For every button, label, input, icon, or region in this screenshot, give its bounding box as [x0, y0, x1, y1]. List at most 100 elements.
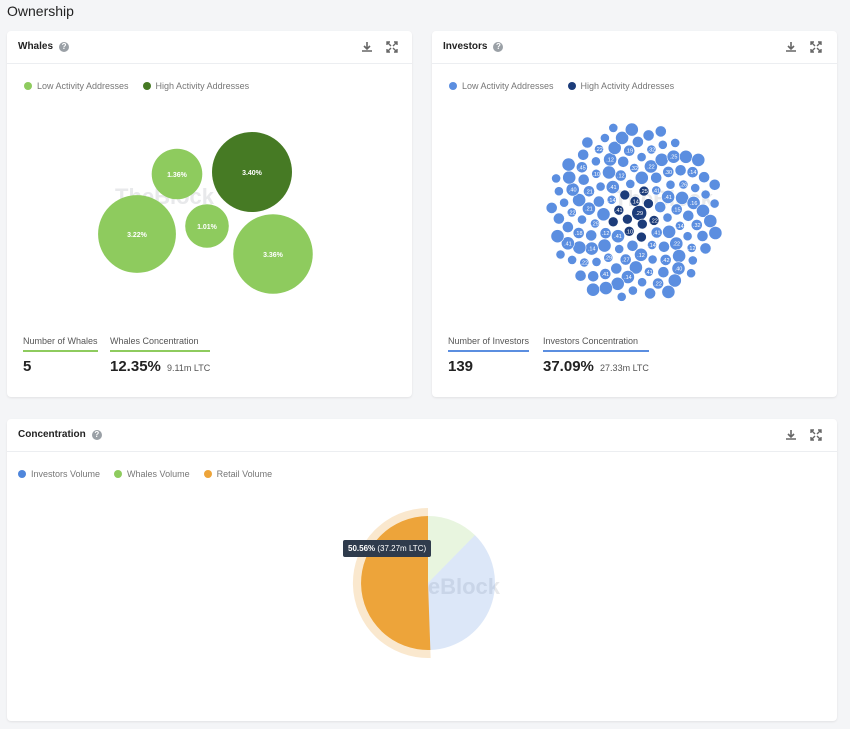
investor-bubble[interactable]	[631, 205, 647, 221]
investor-bubble[interactable]	[603, 152, 617, 167]
whale-bubble[interactable]	[233, 214, 313, 294]
investor-bubble[interactable]	[590, 156, 601, 167]
investor-bubble[interactable]	[587, 270, 600, 283]
investor-bubble[interactable]	[650, 171, 663, 184]
investor-bubble[interactable]	[648, 215, 660, 226]
investor-bubble[interactable]	[586, 282, 600, 297]
investor-bubble[interactable]	[636, 152, 647, 162]
legend-retail-volume[interactable]: Retail Volume	[203, 469, 272, 479]
investor-bubble[interactable]	[634, 247, 648, 262]
investor-bubble[interactable]	[562, 170, 577, 185]
investor-bubble[interactable]	[650, 226, 663, 239]
investor-bubble[interactable]	[605, 180, 620, 194]
investor-bubble[interactable]	[614, 169, 627, 182]
investor-bubble[interactable]	[610, 262, 623, 275]
investor-bubble[interactable]	[577, 214, 587, 225]
investor-bubble[interactable]	[662, 212, 673, 223]
investor-bubble[interactable]	[672, 249, 686, 263]
investor-bubble[interactable]	[591, 256, 602, 267]
investor-bubble[interactable]	[625, 178, 636, 189]
investor-bubble[interactable]	[619, 253, 632, 266]
investor-bubble[interactable]	[591, 168, 602, 179]
investor-bubble[interactable]	[583, 185, 595, 198]
investor-bubble[interactable]	[575, 161, 588, 174]
investor-bubble[interactable]	[708, 178, 721, 191]
download-icon[interactable]	[784, 428, 798, 442]
investor-bubble[interactable]	[682, 231, 693, 242]
download-icon[interactable]	[360, 40, 374, 54]
investor-bubble[interactable]	[686, 242, 697, 253]
pie-slice-whales-volume[interactable]	[428, 516, 475, 583]
legend-whales-volume[interactable]: Whales Volume	[114, 469, 190, 479]
investor-bubble[interactable]	[696, 230, 709, 242]
investor-bubble[interactable]	[631, 136, 644, 148]
investor-bubble[interactable]	[629, 196, 641, 207]
investor-bubble[interactable]	[629, 163, 640, 173]
investor-bubble[interactable]	[670, 203, 683, 216]
investor-bubble[interactable]	[551, 173, 561, 184]
investor-bubble[interactable]	[690, 219, 703, 231]
investor-bubble[interactable]	[651, 185, 662, 196]
investor-bubble[interactable]	[642, 129, 655, 142]
investor-bubble[interactable]	[657, 266, 670, 279]
legend-low-activity[interactable]: Low Activity Addresses	[24, 81, 129, 91]
investor-bubble[interactable]	[577, 148, 590, 161]
investor-bubble[interactable]	[675, 190, 689, 205]
investor-bubble[interactable]	[554, 186, 564, 197]
investor-bubble[interactable]	[708, 226, 723, 240]
whale-bubble[interactable]	[98, 195, 176, 273]
investor-bubble[interactable]	[616, 291, 627, 302]
investor-bubble[interactable]	[652, 277, 664, 290]
investor-bubble[interactable]	[623, 144, 636, 157]
pie-slice-investors-volume[interactable]	[428, 535, 496, 650]
investor-bubble[interactable]	[647, 240, 657, 250]
investor-bubble[interactable]	[627, 285, 638, 296]
help-icon[interactable]: ?	[91, 429, 102, 440]
investor-bubble[interactable]	[599, 227, 612, 240]
download-icon[interactable]	[784, 40, 798, 54]
investor-bubble[interactable]	[626, 239, 639, 252]
investor-bubble[interactable]	[643, 266, 654, 277]
investor-bubble[interactable]	[662, 165, 675, 178]
investor-bubble[interactable]	[638, 185, 650, 197]
investor-bubble[interactable]	[703, 214, 718, 228]
investor-bubble[interactable]	[608, 123, 619, 133]
investor-bubble[interactable]	[666, 149, 681, 164]
investor-bubble[interactable]	[661, 189, 675, 204]
investor-bubble[interactable]	[686, 195, 701, 210]
investor-bubble[interactable]	[555, 249, 566, 260]
investor-bubble[interactable]	[665, 179, 676, 190]
investor-bubble[interactable]	[592, 195, 605, 208]
legend-high-activity[interactable]: High Activity Addresses	[142, 81, 249, 91]
investor-bubble[interactable]	[581, 136, 594, 149]
investor-bubble[interactable]	[654, 152, 669, 167]
investor-bubble[interactable]	[662, 224, 676, 239]
investor-bubble[interactable]	[687, 255, 698, 266]
investor-bubble[interactable]	[646, 144, 657, 155]
investor-bubble[interactable]	[565, 182, 580, 197]
investor-bubble[interactable]	[581, 201, 596, 216]
investor-bubble[interactable]	[596, 207, 611, 222]
investor-bubble[interactable]	[690, 183, 701, 193]
investor-bubble[interactable]	[634, 170, 649, 185]
help-icon[interactable]: ?	[493, 41, 504, 52]
investor-bubble[interactable]	[598, 281, 613, 295]
investor-bubble[interactable]	[579, 257, 590, 268]
whale-bubble[interactable]	[151, 148, 203, 200]
expand-icon[interactable]	[385, 40, 399, 54]
investor-bubble[interactable]	[599, 268, 612, 280]
whale-bubble[interactable]	[185, 204, 229, 248]
investor-bubble[interactable]	[643, 198, 654, 209]
investor-bubble[interactable]	[561, 221, 574, 233]
investor-bubble[interactable]	[686, 268, 696, 279]
investor-bubble[interactable]	[619, 189, 631, 201]
investor-bubble[interactable]	[599, 133, 610, 143]
investor-bubble[interactable]	[613, 204, 625, 216]
investor-bubble[interactable]	[572, 227, 585, 239]
investor-bubble[interactable]	[595, 181, 606, 192]
legend-investors-volume[interactable]: Investors Volume	[18, 469, 100, 479]
investor-bubble[interactable]	[686, 166, 699, 179]
investor-bubble[interactable]	[698, 171, 710, 184]
investor-bubble[interactable]	[585, 229, 598, 242]
investor-bubble[interactable]	[584, 241, 599, 256]
